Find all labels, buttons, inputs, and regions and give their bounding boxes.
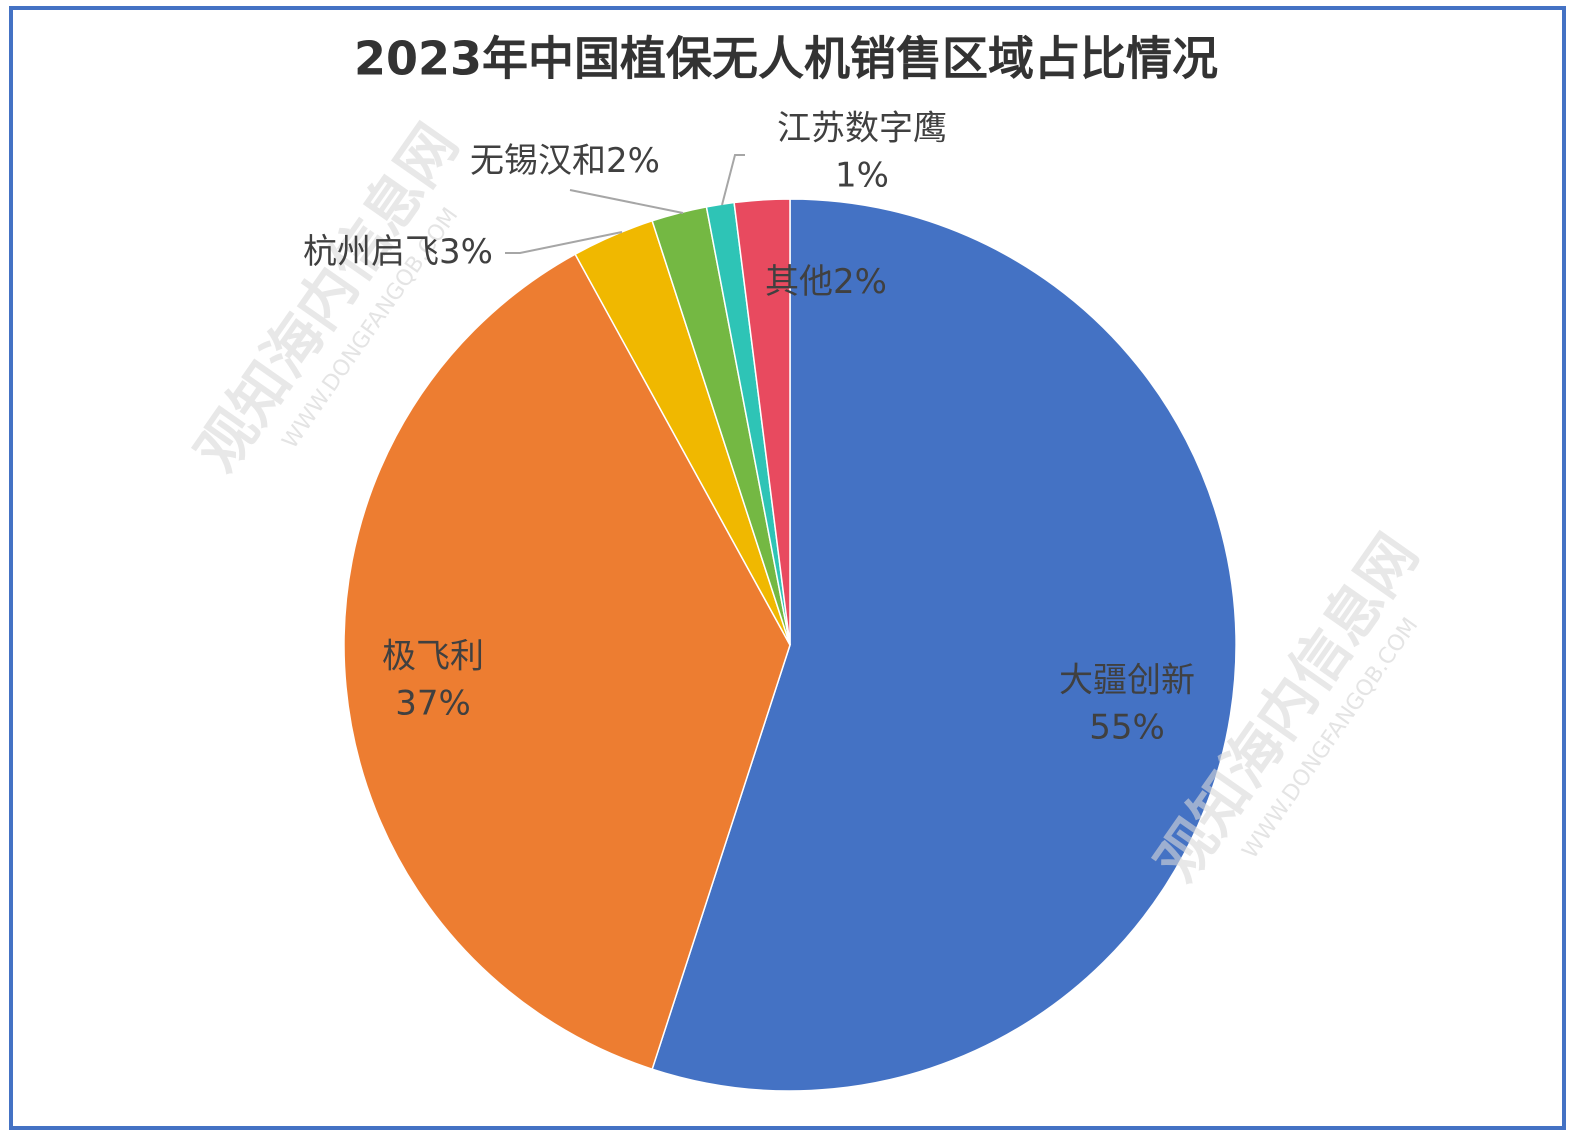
leader-line: [569, 189, 684, 214]
leader-line: [721, 154, 745, 206]
category-label: 其他: [765, 262, 833, 302]
slice: [343, 253, 791, 1071]
leader-line: [505, 231, 623, 254]
slice: [733, 198, 791, 646]
value-label: 55%: [1089, 708, 1165, 748]
value-label: 3%: [439, 232, 493, 272]
slice-label: 杭州启飞3%: [303, 232, 493, 272]
category-label: 无锡汉和: [470, 141, 606, 181]
value-label: 2%: [606, 141, 660, 181]
value-label: 1%: [835, 156, 889, 196]
category-label: 极飞利: [382, 637, 484, 677]
category-label: 江苏数字鹰: [777, 109, 947, 149]
pie: [343, 198, 1237, 1092]
slice-label: 无锡汉和2%: [470, 141, 660, 181]
category-label: 杭州启飞: [303, 232, 439, 272]
slice: [651, 198, 1237, 1092]
category-label: 大疆创新: [1059, 661, 1195, 701]
chart-title: 2023年中国植保无人机销售区域占比情况: [354, 32, 1218, 86]
slice-label: 其他2%: [765, 262, 887, 302]
value-label: 37%: [395, 684, 471, 724]
value-label: 2%: [833, 262, 887, 302]
